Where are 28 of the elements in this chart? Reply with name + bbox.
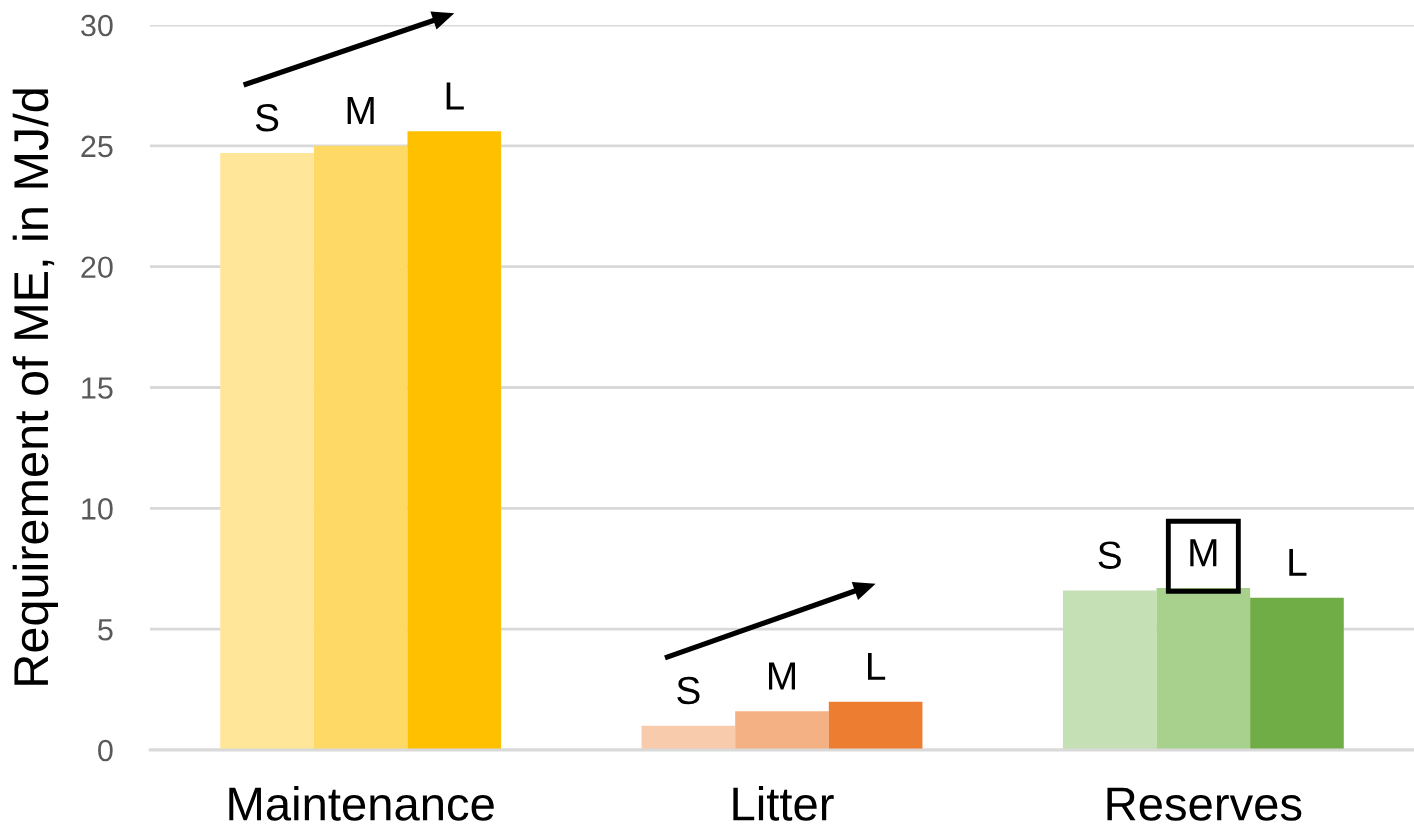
series-label: L (446, 82, 464, 110)
y-tick-label: 0 (98, 739, 113, 762)
bar (220, 153, 314, 750)
y-tick-label: 20 (81, 256, 113, 279)
series-label: S (255, 103, 279, 132)
x-tick-label: Litter (733, 786, 834, 821)
y-tick-label: 30 (81, 14, 113, 37)
bar (1250, 597, 1344, 750)
x-tick-label: Maintenance (229, 786, 494, 821)
y-tick-label: 25 (81, 135, 113, 158)
bar (735, 711, 829, 750)
bar (407, 131, 502, 750)
text: L (1289, 549, 1307, 576)
series-label: M (347, 97, 374, 124)
text: S (677, 676, 700, 705)
text: M (1190, 539, 1217, 567)
text: S (1098, 541, 1121, 569)
bar (828, 701, 923, 750)
text: M (768, 662, 796, 690)
y-axis-title: Requirement of ME, in MJ/d (12, 89, 58, 685)
bar (641, 725, 736, 750)
bar (1062, 590, 1157, 750)
bar (313, 145, 408, 750)
y-tick-label: 5 (98, 619, 113, 641)
text: L (868, 652, 886, 680)
y-tick-label: 15 (82, 377, 113, 399)
y-tick-label: 10 (82, 498, 113, 520)
x-tick-label: Reserves (1107, 787, 1302, 821)
